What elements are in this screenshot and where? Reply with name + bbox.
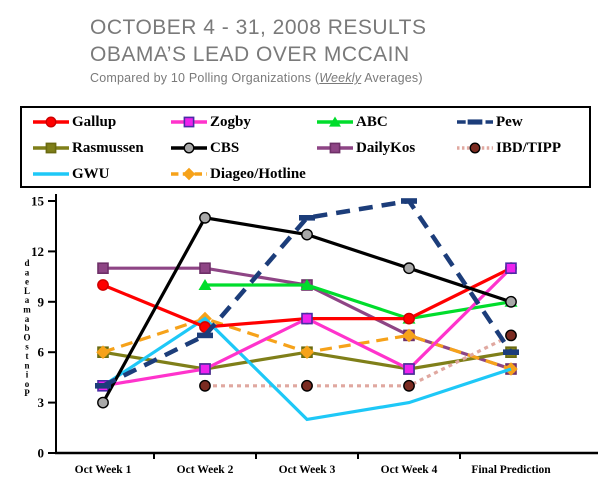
chart-header: OCTOBER 4 - 31, 2008 RESULTS OBAMA’S LEA… xyxy=(90,14,590,85)
legend-item-pew: Pew xyxy=(456,114,589,131)
data-point-pew-final-prediction xyxy=(503,349,519,355)
series-line-abc xyxy=(205,283,512,321)
data-point-cbs-oct-week-2 xyxy=(199,211,211,224)
legend-label-pew: Pew xyxy=(496,113,523,130)
chart-title-line-1: OCTOBER 4 - 31, 2008 RESULTS xyxy=(90,16,427,39)
legend: Gallup Zogby ABC Pew Rasmussen CBS DailyKos IBD… xyxy=(20,106,591,188)
legend-item-rasmussen: Rasmussen xyxy=(32,140,170,157)
data-point-gallup-oct-week-1 xyxy=(97,279,109,291)
data-point-pew-oct-week-3 xyxy=(299,215,315,221)
legend-marker-ibd-tipp-icon xyxy=(457,142,493,154)
chart-subtitle: Compared by 10 Polling Organizations (We… xyxy=(90,71,590,85)
data-point-diageo-hotline-oct-week-4 xyxy=(402,328,416,343)
legend-label-gwu: GWU xyxy=(72,165,110,182)
legend-item-dailykos: DailyKos xyxy=(316,140,456,157)
data-point-cbs-oct-week-4 xyxy=(403,262,415,275)
legend-marker-zogby-icon xyxy=(171,116,207,128)
legend-label-ibd-tipp: IBD/TIPP xyxy=(496,139,562,156)
y-tick-label-9: 9 xyxy=(38,294,45,309)
data-point-pew-oct-week-4 xyxy=(401,198,417,204)
legend-marker-gallup-icon xyxy=(33,116,69,128)
data-point-pew-oct-week-2 xyxy=(197,332,213,339)
legend-item-ibd-tipp: IBD/TIPP xyxy=(456,140,589,157)
data-point-ibd-tipp-oct-week-4 xyxy=(403,379,415,392)
chart-subtitle-suffix: Averages) xyxy=(361,71,423,85)
legend-marker-pew-icon xyxy=(457,119,493,125)
x-category-label-final-prediction: Final Prediction xyxy=(471,464,551,476)
x-category-label-oct-week-4: Oct Week 4 xyxy=(381,464,438,476)
data-point-zogby-final-prediction xyxy=(505,262,517,274)
y-tick-label-3: 3 xyxy=(38,395,45,410)
legend-marker-gwu-icon xyxy=(33,172,69,176)
legend-item-gallup: Gallup xyxy=(32,114,170,131)
data-point-zogby-oct-week-4 xyxy=(403,363,415,375)
data-point-diageo-hotline-oct-week-3 xyxy=(300,345,314,359)
data-point-dailykos-oct-week-2 xyxy=(199,262,211,274)
legend-label-dailykos: DailyKos xyxy=(356,139,416,156)
legend-item-diageo-hotline: Diageo/Hotline xyxy=(170,166,316,183)
x-category-label-oct-week-2: Oct Week 2 xyxy=(177,464,234,476)
y-tick-label-0: 0 xyxy=(38,446,45,461)
series-line-pew xyxy=(102,198,513,388)
legend-item-gwu: GWU xyxy=(32,166,170,183)
chart-title-line-2: OBAMA’S LEAD OVER MCCAIN xyxy=(90,43,410,66)
chart-subtitle-prefix: Compared by 10 Polling Organizations ( xyxy=(90,71,320,85)
legend-label-abc: ABC xyxy=(356,113,388,130)
legend-marker-abc-icon xyxy=(317,116,353,127)
legend-item-zogby: Zogby xyxy=(170,114,316,131)
chart-subtitle-emphasis: Weekly xyxy=(319,71,362,85)
y-tick-label-15: 15 xyxy=(31,194,45,209)
legend-label-diageo-hotline: Diageo/Hotline xyxy=(210,165,306,182)
data-point-cbs-oct-week-1 xyxy=(97,396,109,409)
data-point-zogby-oct-week-3 xyxy=(301,312,313,325)
data-point-diageo-hotline-oct-week-1 xyxy=(96,345,110,359)
legend-label-zogby: Zogby xyxy=(210,113,251,130)
x-category-label-oct-week-1: Oct Week 1 xyxy=(75,464,132,476)
legend-label-rasmussen: Rasmussen xyxy=(72,139,144,156)
data-point-cbs-final-prediction xyxy=(505,295,517,308)
series-line-ibd-tipp xyxy=(205,333,512,388)
y-tick-label-12: 12 xyxy=(31,244,44,259)
legend-label-gallup: Gallup xyxy=(72,113,117,130)
series-line-gwu xyxy=(102,316,512,422)
data-point-abc-oct-week-3 xyxy=(300,279,314,290)
data-point-ibd-tipp-oct-week-2 xyxy=(199,379,211,392)
data-point-abc-oct-week-2 xyxy=(198,279,212,290)
legend-marker-dailykos-icon xyxy=(317,142,353,154)
data-point-ibd-tipp-oct-week-3 xyxy=(301,379,313,392)
legend-marker-cbs-icon xyxy=(171,142,207,154)
data-point-dailykos-oct-week-1 xyxy=(97,262,109,274)
x-category-label-oct-week-3: Oct Week 3 xyxy=(279,464,336,476)
legend-item-abc: ABC xyxy=(316,114,456,131)
data-point-cbs-oct-week-3 xyxy=(301,228,313,241)
data-point-ibd-tipp-final-prediction xyxy=(505,329,517,342)
legend-marker-rasmussen-icon xyxy=(33,142,69,154)
data-point-gallup-oct-week-4 xyxy=(403,312,415,325)
legend-item-cbs: CBS xyxy=(170,140,316,157)
legend-label-cbs: CBS xyxy=(210,139,240,156)
legend-marker-diageo-hotline-icon xyxy=(171,167,207,181)
y-tick-label-6: 6 xyxy=(38,345,45,360)
data-point-pew-oct-week-1 xyxy=(95,383,111,389)
data-point-zogby-oct-week-2 xyxy=(199,363,211,375)
